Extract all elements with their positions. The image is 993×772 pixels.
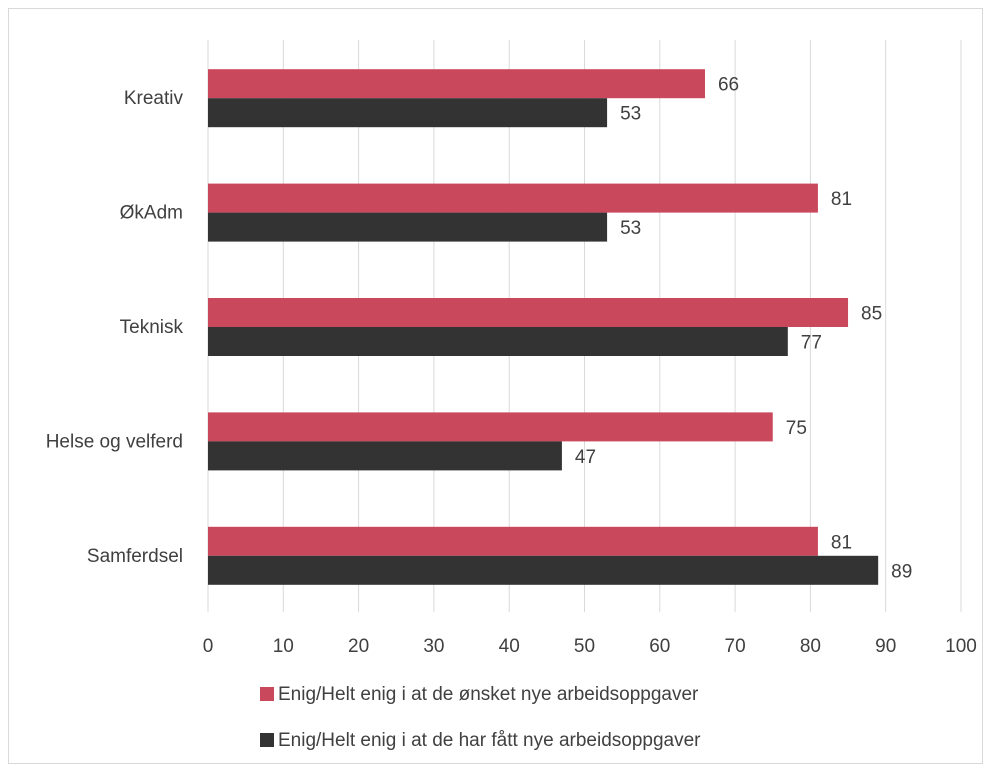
chart-frame [8, 8, 983, 764]
data-label: 81 [831, 532, 852, 553]
x-tick-label: 90 [875, 636, 896, 657]
category-label: ØkAdm [120, 203, 183, 224]
category-label: Kreativ [124, 88, 184, 109]
legend: Enig/Helt enig i at de ønsket nye arbeid… [260, 684, 701, 751]
bar-received [208, 441, 562, 471]
x-axis-tick-labels: 0 10 20 30 40 50 60 70 80 90 100 [203, 636, 977, 657]
x-tick-label: 100 [945, 636, 977, 657]
x-tick-label: 0 [203, 636, 214, 657]
x-tick-label: 20 [348, 636, 369, 657]
data-label: 89 [891, 561, 912, 582]
legend-label: Enig/Helt enig i at de har fått nye arbe… [278, 730, 701, 751]
x-tick-label: 70 [725, 636, 746, 657]
data-label: 66 [718, 75, 739, 96]
bars [208, 69, 879, 585]
legend-swatch [260, 733, 274, 747]
data-label: 47 [575, 447, 596, 468]
x-tick-label: 50 [574, 636, 595, 657]
bar-received [208, 327, 788, 356]
data-labels: 66 53 81 53 85 77 75 47 81 89 [575, 75, 912, 583]
category-label: Helse og velferd [46, 431, 183, 452]
bar-wished [208, 298, 849, 327]
category-label: Samferdsel [87, 546, 183, 567]
bar-received [208, 98, 608, 128]
category-labels: Kreativ ØkAdm Teknisk Helse og velferd Samfe… [46, 88, 184, 567]
data-label: 75 [786, 418, 807, 439]
legend-swatch [260, 687, 274, 701]
x-tick-label: 10 [273, 636, 294, 657]
bar-wished [208, 69, 705, 99]
data-label: 53 [620, 104, 641, 125]
data-label: 77 [801, 333, 822, 354]
data-label: 53 [620, 218, 641, 239]
x-tick-label: 30 [423, 636, 444, 657]
bar-wished [208, 183, 818, 213]
data-label: 85 [861, 304, 882, 325]
bar-received [208, 212, 608, 242]
category-label: Teknisk [120, 317, 184, 338]
x-tick-label: 40 [499, 636, 520, 657]
legend-label: Enig/Helt enig i at de ønsket nye arbeid… [278, 684, 699, 705]
data-label: 81 [831, 189, 852, 210]
bar-received [208, 555, 879, 585]
bar-wished [208, 526, 818, 556]
bar-wished [208, 412, 773, 442]
x-tick-label: 60 [649, 636, 670, 657]
x-tick-label: 80 [800, 636, 821, 657]
